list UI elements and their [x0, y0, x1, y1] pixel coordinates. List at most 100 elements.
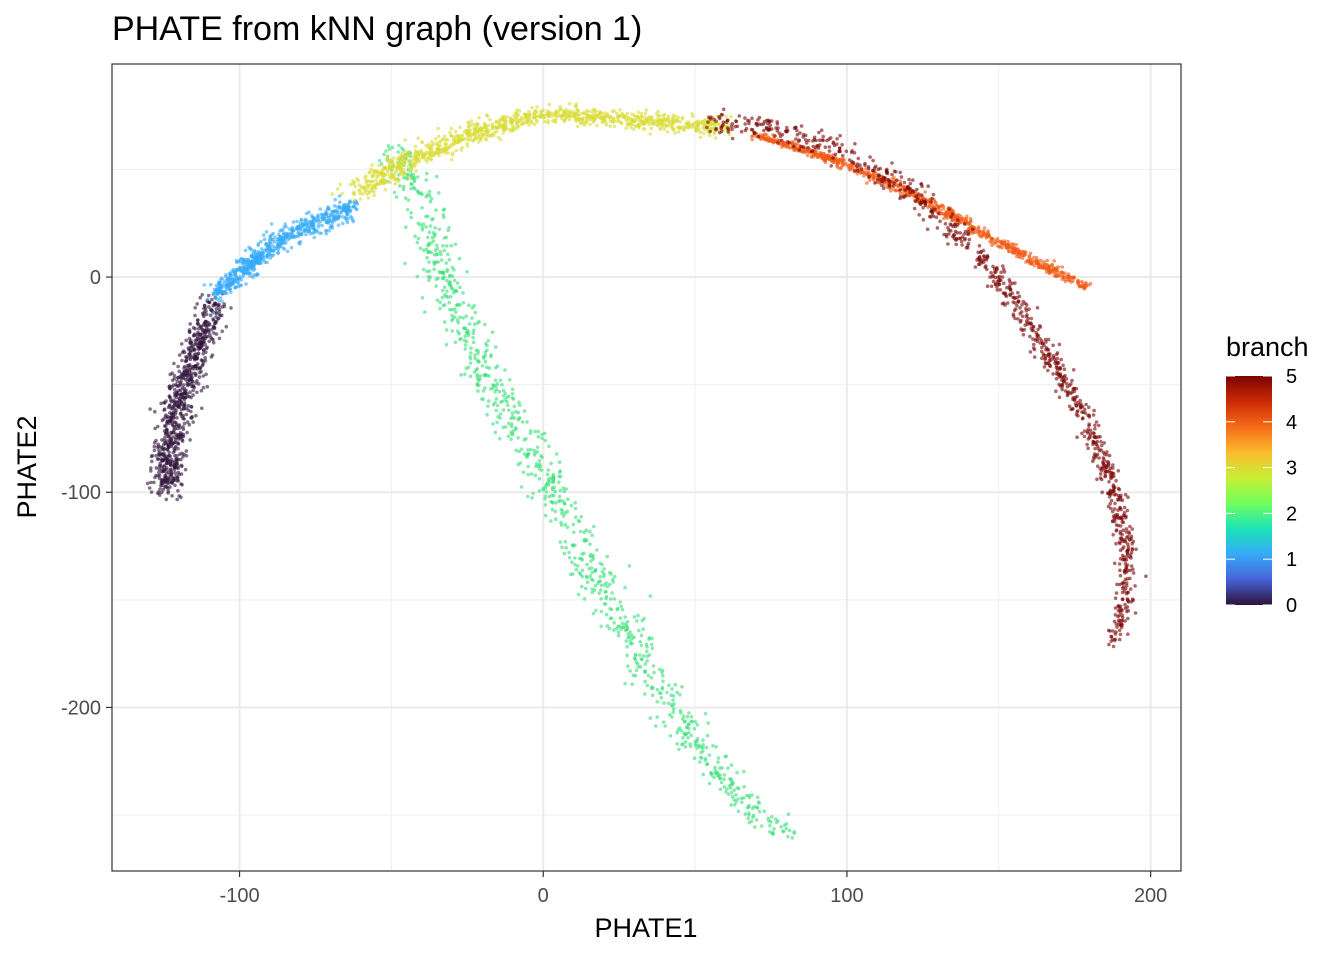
data-point	[588, 574, 593, 578]
data-point	[178, 380, 182, 385]
data-point	[515, 108, 519, 112]
data-point	[491, 386, 495, 390]
data-point	[1114, 622, 1118, 626]
data-point	[501, 394, 506, 398]
data-point	[620, 607, 625, 612]
data-point	[801, 132, 806, 137]
data-point	[617, 119, 622, 124]
data-point	[923, 199, 927, 204]
data-point	[1060, 265, 1065, 269]
data-point	[625, 627, 629, 631]
data-point	[551, 119, 555, 123]
data-point	[178, 375, 183, 379]
data-point	[844, 149, 849, 154]
data-point	[683, 732, 688, 737]
data-point	[1027, 254, 1032, 259]
data-point	[710, 122, 714, 127]
data-point	[772, 827, 776, 831]
data-point	[729, 803, 733, 807]
data-point	[199, 388, 204, 393]
data-point	[608, 607, 612, 611]
data-point	[311, 215, 315, 220]
data-point	[898, 188, 902, 192]
data-point	[501, 408, 506, 412]
data-point	[165, 428, 169, 432]
data-point	[1111, 644, 1116, 649]
data-point	[1050, 263, 1054, 267]
data-point	[238, 275, 242, 279]
data-point	[785, 125, 789, 130]
data-point	[853, 142, 857, 146]
data-point	[729, 124, 734, 129]
data-point	[1076, 414, 1080, 418]
data-point	[478, 127, 482, 132]
data-point	[471, 340, 476, 345]
data-point	[780, 132, 785, 137]
data-point	[1086, 437, 1091, 441]
data-point	[458, 337, 462, 342]
data-point	[500, 116, 505, 121]
data-point	[908, 181, 913, 186]
data-point	[1059, 357, 1063, 362]
data-point	[705, 733, 710, 738]
data-point	[757, 115, 762, 120]
data-point	[867, 170, 871, 175]
data-point	[252, 248, 257, 253]
data-point	[740, 800, 744, 805]
data-point	[856, 168, 860, 173]
data-point	[456, 140, 461, 145]
data-point	[157, 448, 161, 453]
data-point	[432, 262, 437, 267]
data-point	[267, 252, 272, 256]
data-point	[212, 326, 217, 331]
data-point	[416, 152, 421, 156]
data-point	[1071, 279, 1075, 283]
data-point	[1035, 332, 1039, 337]
data-point	[698, 760, 702, 764]
series-branch-1	[202, 194, 360, 315]
data-point	[1130, 547, 1134, 551]
data-point	[686, 736, 690, 740]
data-point	[577, 118, 581, 122]
data-point	[849, 150, 854, 155]
data-point	[535, 105, 539, 109]
data-point	[434, 174, 439, 179]
data-point	[921, 205, 925, 210]
data-point	[573, 556, 577, 560]
data-point	[724, 114, 728, 119]
data-point	[336, 223, 341, 227]
data-point	[458, 285, 462, 290]
data-point	[157, 465, 162, 469]
data-point	[1006, 239, 1010, 244]
data-point	[750, 793, 754, 797]
data-point	[627, 564, 632, 568]
data-point	[503, 368, 507, 372]
data-point	[561, 486, 566, 490]
data-point	[179, 342, 184, 346]
data-point	[602, 572, 606, 576]
data-point	[463, 334, 468, 339]
data-point	[649, 676, 654, 680]
data-point	[191, 379, 195, 384]
data-point	[698, 755, 703, 760]
data-point	[206, 293, 211, 298]
data-point	[1102, 441, 1106, 445]
data-point	[462, 326, 466, 330]
data-point	[698, 135, 703, 139]
data-point	[229, 306, 233, 310]
data-point	[531, 491, 535, 496]
data-point	[445, 138, 449, 142]
data-point	[625, 121, 629, 126]
data-point	[175, 384, 179, 388]
data-point	[587, 567, 591, 571]
data-point	[593, 567, 598, 572]
data-point	[1080, 416, 1085, 421]
data-point	[775, 120, 779, 124]
data-point	[873, 181, 877, 185]
data-point	[450, 307, 454, 312]
data-point	[1075, 394, 1079, 399]
data-point	[220, 299, 224, 304]
data-point	[362, 187, 367, 191]
data-point	[545, 472, 550, 477]
data-point	[946, 225, 950, 230]
